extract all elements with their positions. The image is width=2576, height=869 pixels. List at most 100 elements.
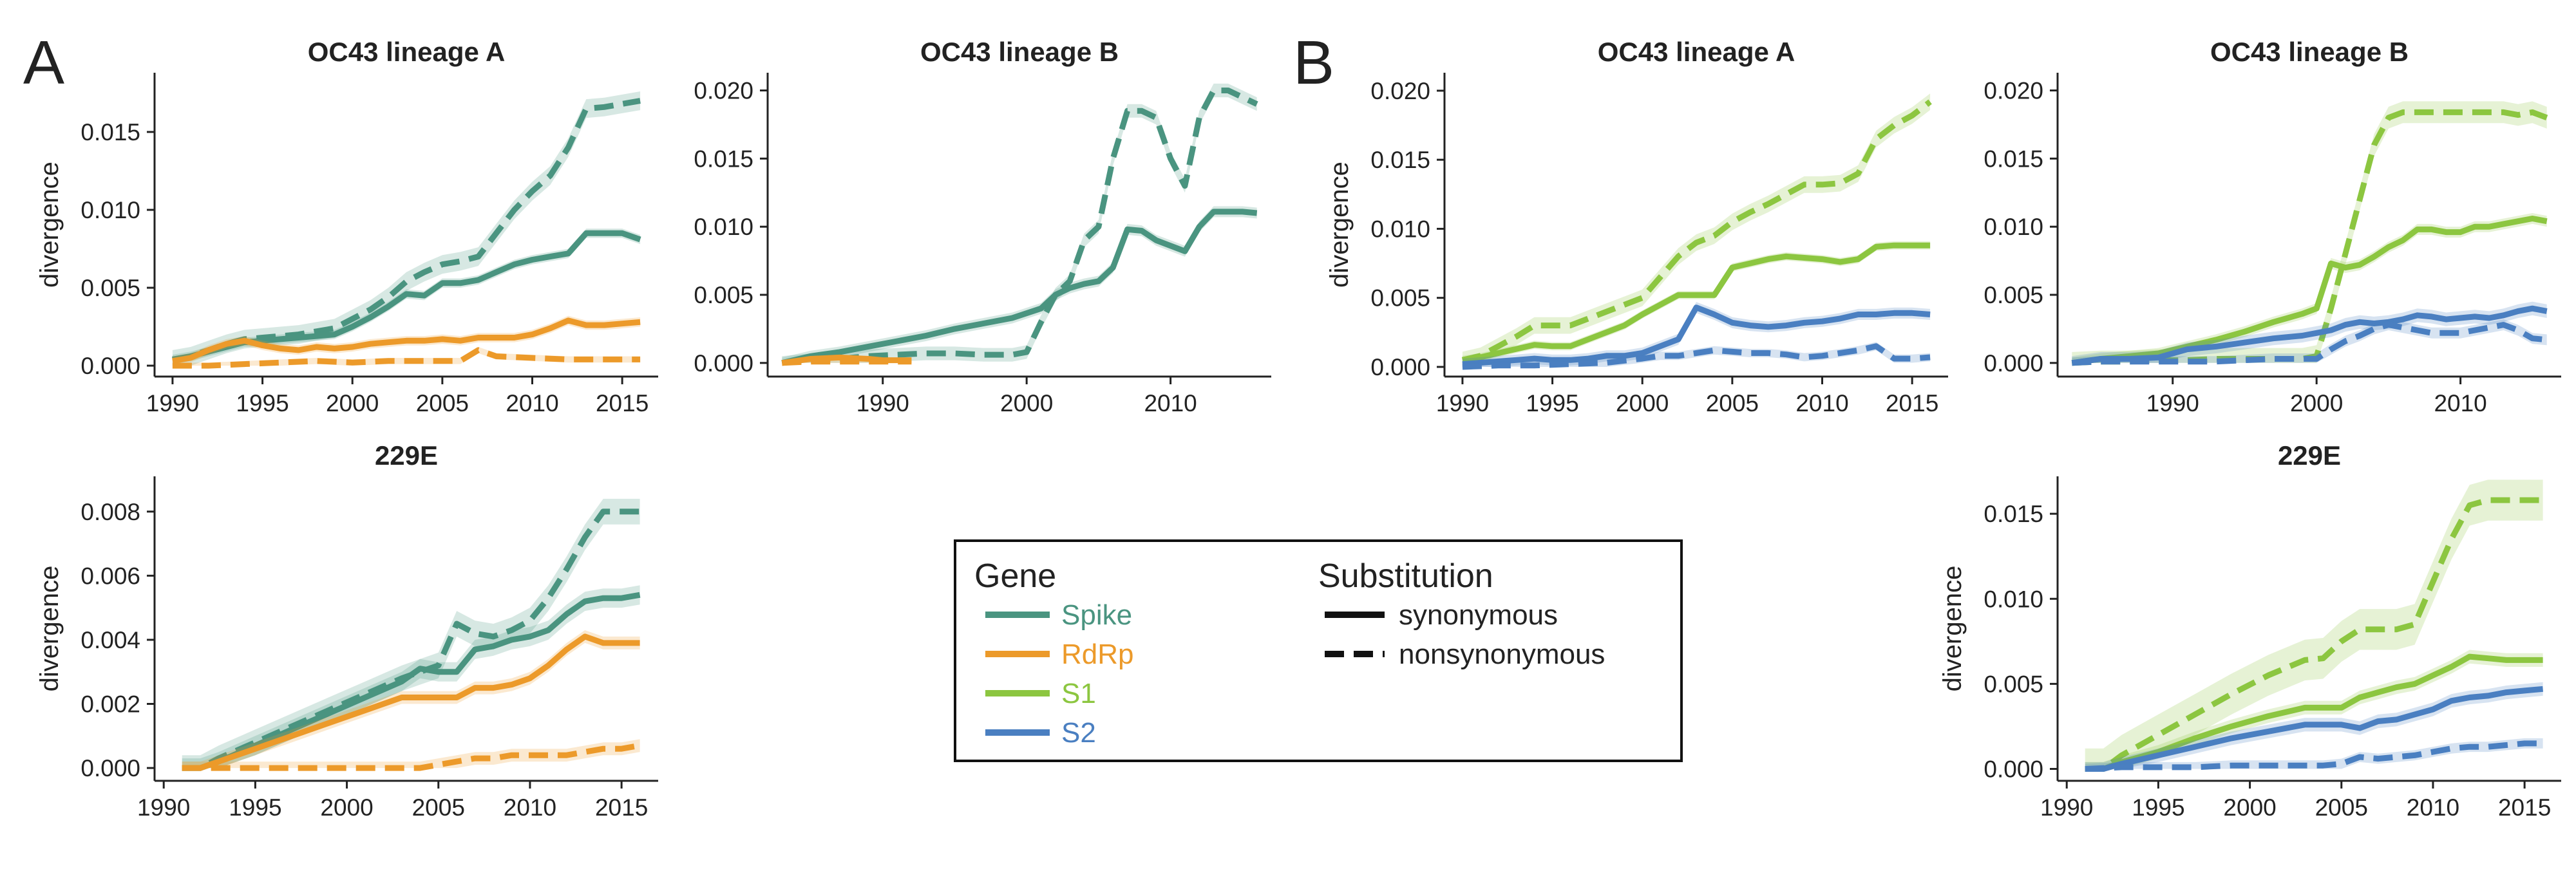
series-s2-nonsynonymous <box>2072 322 2548 366</box>
y-tick-label: 0.005 <box>694 282 753 308</box>
y-tick-label: 0.010 <box>1984 214 2043 240</box>
chart-title: OC43 lineage A <box>1598 37 1795 67</box>
x-tick-label: 1990 <box>857 390 909 416</box>
y-axis-label: divergence <box>1938 566 1967 692</box>
series-spike-synonymous <box>182 592 641 771</box>
chart-b-229e: 229E 0.000 0.005 0.010 0.015 1990 1995 2000 2005… <box>1938 440 2561 821</box>
y-tick-label: 0.020 <box>694 78 753 104</box>
panel-label-b: B <box>1293 28 1334 97</box>
x-tick-label: 2015 <box>595 794 648 821</box>
y-tick-label: 0.000 <box>1984 756 2043 783</box>
x-tick-label: 1990 <box>2146 390 2199 416</box>
y-tick-label: 0.015 <box>694 145 753 172</box>
x-tick-label: 1990 <box>2040 794 2093 821</box>
y-tick-label: 0.000 <box>80 353 140 379</box>
legend-label-s2: S2 <box>1061 717 1096 749</box>
chart-a-oc43-lineage-b: OC43 lineage B 0.000 0.005 0.010 0.015 0.020 1… <box>694 37 1271 416</box>
x-tick-label: 2005 <box>1706 390 1759 416</box>
chart-a-oc43-lineage-a: OC43 lineage A 0.000 0.005 0.010 0.015 1990 19… <box>35 37 658 416</box>
y-tick-label: 0.010 <box>694 214 753 240</box>
chart-title: 229E <box>2278 440 2341 471</box>
y-tick-label: 0.000 <box>694 350 753 377</box>
series-s2-synonymous <box>2085 686 2544 772</box>
x-tick-label: 1990 <box>1436 390 1489 416</box>
series-s1-synonymous <box>2085 653 2543 772</box>
y-tick-label: 0.008 <box>80 499 140 525</box>
chart-b-oc43-lineage-a: OC43 lineage A 0.000 0.005 0.010 0.015 0.020 1… <box>1325 37 1948 416</box>
series-s2-synonymous <box>2071 305 2548 366</box>
x-tick-label: 1995 <box>236 390 289 416</box>
legend-gene-entries: Spike RdRp S1 S2 <box>985 599 1134 749</box>
y-tick-label: 0.002 <box>80 691 140 718</box>
legend: Gene Substitution Spike RdRp S1 S2 synonymo… <box>954 539 1683 762</box>
x-tick-label: 2000 <box>1616 390 1669 416</box>
x-tick-label: 2010 <box>506 390 558 416</box>
legend-frame <box>954 539 1683 762</box>
y-tick-label: 0.010 <box>1984 586 2043 612</box>
x-tick-label: 2000 <box>326 390 379 416</box>
series-rdrp-nonsynonymous <box>182 742 641 771</box>
y-axis-label: divergence <box>35 162 64 288</box>
y-axis-label: divergence <box>35 566 64 692</box>
series-s2-nonsynonymous <box>1462 343 1931 370</box>
y-tick-label: 0.000 <box>80 755 140 781</box>
series-s2-synonymous <box>1462 304 1931 368</box>
chart-title: OC43 lineage B <box>920 37 1119 67</box>
x-tick-label: 2015 <box>596 390 649 416</box>
band-s1-nonsynonymous <box>2085 480 2543 769</box>
series-rdrp-synonymous <box>172 317 641 364</box>
chart-title: OC43 lineage A <box>308 37 506 67</box>
legend-label-synonymous: synonymous <box>1399 599 1558 631</box>
x-tick-label: 2005 <box>416 390 469 416</box>
y-tick-label: 0.015 <box>1984 501 2043 527</box>
x-tick-label: 2015 <box>2498 794 2551 821</box>
series-spike-synonymous <box>781 209 1258 366</box>
plots-group: OC43 lineage A 0.000 0.005 0.010 0.015 1990 19… <box>35 37 2561 821</box>
band-s1-synonymous <box>2072 213 2547 363</box>
series-rdrp-synonymous <box>182 633 640 771</box>
x-tick-label: 2010 <box>504 794 556 821</box>
y-tick-label: 0.005 <box>1984 282 2043 308</box>
y-tick-label: 0.010 <box>1370 216 1430 242</box>
legend-substitution-entries: synonymous nonsynonymous <box>1325 599 1605 670</box>
y-tick-label: 0.015 <box>80 119 140 145</box>
y-tick-label: 0.000 <box>1984 350 2043 377</box>
y-tick-label: 0.015 <box>1370 147 1430 173</box>
x-tick-label: 2000 <box>320 794 373 821</box>
panel-label-a: A <box>23 28 64 97</box>
x-tick-label: 2000 <box>2223 794 2276 821</box>
x-tick-label: 2005 <box>412 794 465 821</box>
x-tick-label: 2015 <box>1886 390 1938 416</box>
band-s2-synonymous <box>1462 302 1931 367</box>
band-s1-nonsynonymous <box>1462 93 1931 367</box>
x-tick-label: 1995 <box>1526 390 1578 416</box>
x-tick-label: 2010 <box>1795 390 1848 416</box>
band-rdrp-nonsynonymous <box>182 739 640 769</box>
x-tick-label: 2000 <box>2290 390 2343 416</box>
series-rdrp-nonsynonymous <box>782 359 912 366</box>
series-s1-synonymous <box>1462 242 1931 363</box>
series-s1-nonsynonymous <box>1461 99 1932 363</box>
chart-title: 229E <box>375 440 438 471</box>
chart-b-oc43-lineage-b: OC43 lineage B 0.000 0.005 0.010 0.015 0.020 1… <box>1984 37 2561 416</box>
y-tick-label: 0.000 <box>1370 354 1430 380</box>
x-tick-label: 2010 <box>2434 390 2486 416</box>
y-tick-label: 0.006 <box>80 563 140 589</box>
band-spike-synonymous <box>782 206 1257 363</box>
series-spike-nonsynonymous <box>781 88 1258 366</box>
series-s1-nonsynonymous <box>2085 497 2543 772</box>
y-tick-label: 0.005 <box>1984 671 2043 697</box>
x-tick-label: 2010 <box>2407 794 2459 821</box>
x-tick-label: 2005 <box>2315 794 2368 821</box>
x-tick-label: 2000 <box>1000 390 1053 416</box>
y-tick-label: 0.020 <box>1370 78 1430 104</box>
chart-a-229e: 229E 0.000 0.002 0.004 0.006 0.008 1990 1995 200… <box>35 440 658 821</box>
series-rdrp-nonsynonymous <box>172 347 641 369</box>
series-s2-nonsynonymous <box>2085 740 2543 772</box>
legend-gene-title: Gene <box>974 557 1056 595</box>
x-tick-label: 1990 <box>146 390 199 416</box>
x-tick-label: 1990 <box>137 794 190 821</box>
y-axis-label: divergence <box>1325 162 1354 288</box>
y-tick-label: 0.005 <box>1370 285 1430 312</box>
